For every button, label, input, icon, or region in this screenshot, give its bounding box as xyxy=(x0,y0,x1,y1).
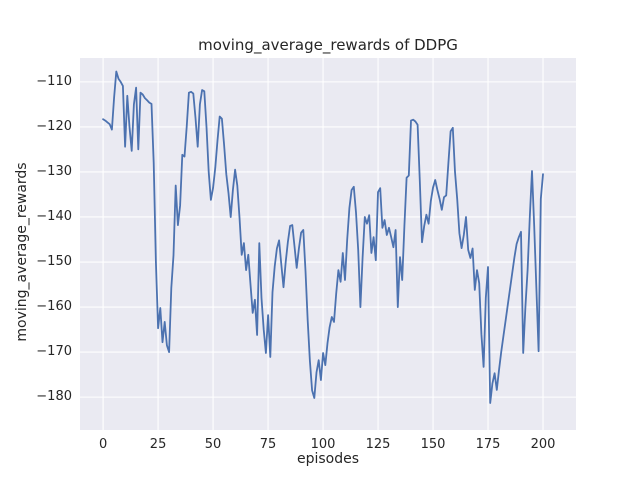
x-tick-label: 150 xyxy=(420,437,446,452)
x-tick-label: 0 xyxy=(98,437,108,452)
x-axis-label: episodes xyxy=(296,451,360,467)
y-tick-label: −160 xyxy=(36,299,72,315)
x-tick-label: 50 xyxy=(204,437,222,452)
x-tick-label: 75 xyxy=(259,437,277,452)
x-tick-label: 175 xyxy=(475,437,501,452)
data-series-line xyxy=(102,70,544,404)
y-tick-label: −150 xyxy=(36,254,72,269)
chart-title: moving_average_rewards of DDPG xyxy=(198,36,458,54)
y-axis-label: moving_average_rewards xyxy=(14,162,30,342)
y-tick-label: −120 xyxy=(36,118,72,134)
plot-area xyxy=(80,58,576,430)
x-tick-label: 125 xyxy=(365,437,391,452)
x-tick-label: 200 xyxy=(530,437,556,452)
y-tick-label: −110 xyxy=(36,73,72,89)
y-tick-label: −170 xyxy=(36,344,72,360)
y-tick-label: −130 xyxy=(36,163,72,179)
y-tick-label: −140 xyxy=(36,208,72,224)
plot-canvas xyxy=(80,58,576,430)
x-tick-label: 25 xyxy=(149,437,167,452)
y-tick-label: −180 xyxy=(36,389,72,405)
x-tick-label: 100 xyxy=(310,437,336,452)
